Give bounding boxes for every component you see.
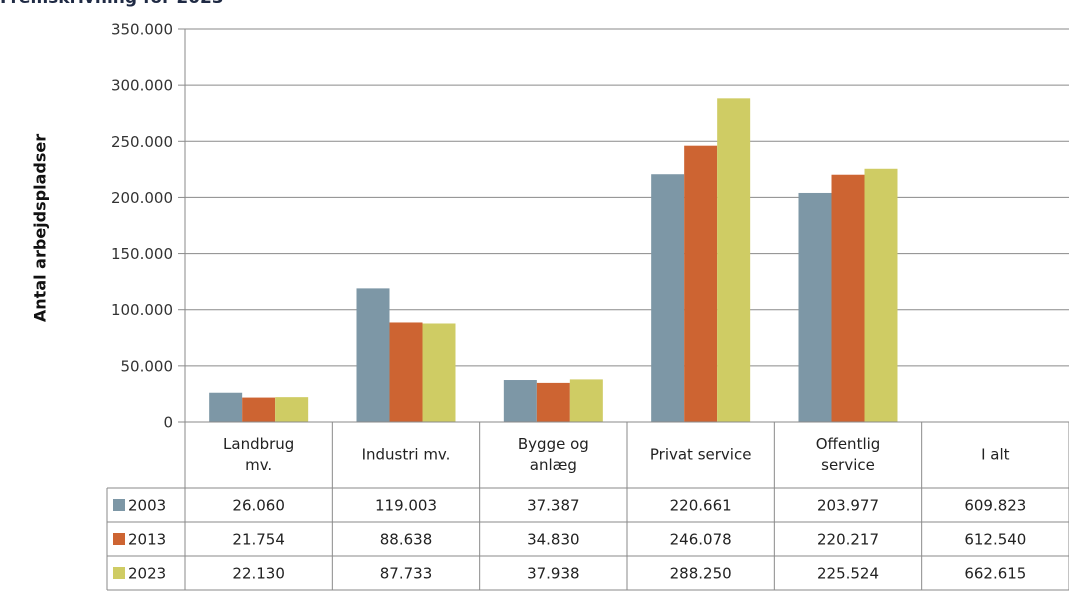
x-category-label: service [821,456,875,474]
data-label: 612.540 [964,531,1026,549]
legend-swatch [113,533,125,545]
bar-2013 [831,174,865,422]
legend-swatch [113,567,125,579]
data-label: 246.078 [670,531,732,549]
data-label: 203.977 [817,497,879,515]
y-tick-label: 200.000 [111,189,173,207]
data-table: Landbrug mv. Industri mv. Bygge og anlæg Priv… [106,421,1069,591]
bars [209,98,898,422]
legend-label: 2003 [128,497,166,515]
data-label: 22.130 [232,565,285,583]
data-label: 34.830 [527,531,580,549]
bar-2023 [275,397,309,422]
data-label: 87.733 [380,565,433,583]
x-category-label: Landbrug [223,435,294,453]
bar-2023 [717,98,751,422]
y-tick-label: 350.000 [111,21,173,39]
y-tick-label: 150.000 [111,245,173,263]
data-label: 26.060 [232,497,285,515]
y-tick-label: 50.000 [121,357,174,375]
bar-2003 [209,392,243,422]
bar-2023 [569,379,603,422]
data-label: 288.250 [670,565,732,583]
x-category-label: I alt [981,446,1010,464]
legend-swatch [113,499,125,511]
axes [178,28,186,423]
data-label: 37.387 [527,497,580,515]
bar-2003 [503,380,537,422]
y-axis-label: Antal arbejdspladser [31,134,50,322]
bar-2013 [389,322,423,422]
y-tick-label: 0 [163,414,173,432]
gridlines [185,28,1069,367]
data-label: 21.754 [232,531,285,549]
y-tick-label: 300.000 [111,77,173,95]
y-tick-label: 250.000 [111,133,173,151]
bar-2003 [798,192,832,422]
bar-2003 [356,288,390,422]
data-label: 662.615 [964,565,1026,583]
x-category-label: Offentlig [816,435,881,453]
x-category-label: Bygge og [518,435,589,453]
y-tick-labels: 0 50.000 100.000 150.000 200.000 250.000 300.0… [111,21,173,432]
legend-label: 2023 [128,565,166,583]
data-label: 225.524 [817,565,879,583]
x-category-label: mv. [245,456,272,474]
data-label: 609.823 [964,497,1026,515]
x-category-label: Industri mv. [362,446,451,464]
data-label: 220.661 [670,497,732,515]
bar-2013 [242,397,276,422]
y-tick-label: 100.000 [111,301,173,319]
bar-2003 [651,174,685,422]
bar-2023 [422,323,456,422]
x-category-label: anlæg [530,456,577,474]
legend-label: 2013 [128,531,166,549]
data-label: 119.003 [375,497,437,515]
bar-2023 [864,168,898,422]
chart-title: Fremskrivning for 2023 [0,0,224,8]
data-label: 220.217 [817,531,879,549]
bar-2013 [536,382,570,422]
x-category-label: Privat service [650,446,752,464]
data-label: 37.938 [527,565,580,583]
bar-2013 [684,145,718,422]
data-label: 88.638 [380,531,433,549]
